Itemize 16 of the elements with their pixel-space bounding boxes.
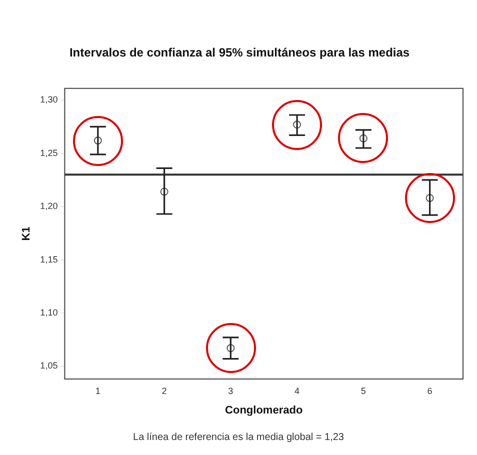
x-tick-label: 1	[95, 386, 100, 396]
y-tick-label: 1,30	[40, 94, 58, 105]
y-tick-label: 1,20	[40, 201, 58, 212]
x-axis-title: Conglomerado	[225, 404, 303, 416]
chart-title: Intervalos de confianza al 95% simultáneos para las medias	[69, 46, 410, 60]
y-tick-label: 1,15	[40, 254, 58, 264]
x-tick-label: 6	[427, 386, 432, 396]
y-axis-title: K1	[20, 226, 33, 241]
y-tick-label: 1,10	[40, 307, 58, 318]
x-tick-label: 5	[360, 386, 366, 396]
text: La línea de referencia es la media global = 1,23	[133, 432, 344, 443]
y-tick-label: 1,05	[40, 360, 58, 371]
x-tick-label: 3	[228, 386, 234, 396]
x-tick-label: 4	[294, 386, 300, 396]
y-tick-label: 1,25	[40, 148, 58, 158]
x-tick-label: 2	[162, 386, 167, 396]
